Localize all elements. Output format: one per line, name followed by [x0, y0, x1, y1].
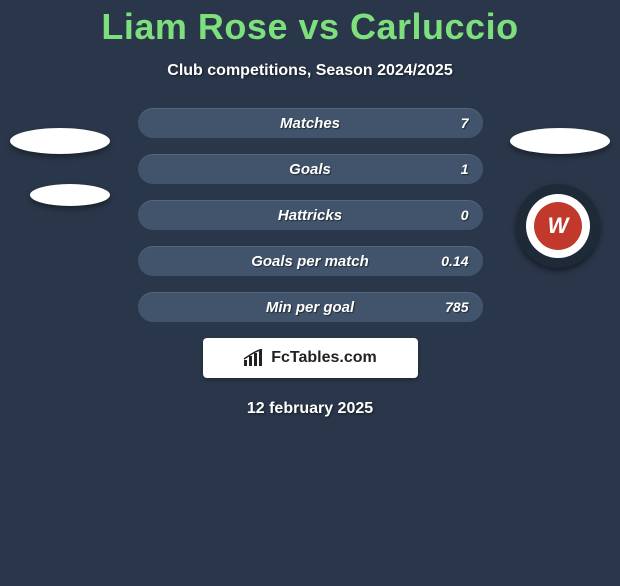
branding-badge[interactable]: FcTables.com	[203, 338, 418, 378]
branding-text: FcTables.com	[271, 349, 377, 367]
stat-row: Min per goal 785	[138, 292, 483, 322]
stat-right-value: 7	[461, 115, 469, 131]
stat-right-value: 1	[461, 161, 469, 177]
chart-icon	[243, 349, 265, 367]
club-badge: W	[516, 184, 600, 268]
stat-right-value: 0	[461, 207, 469, 223]
stat-label: Goals	[289, 161, 331, 178]
stat-row: Hattricks 0	[138, 200, 483, 230]
club-badge-glyph: W	[548, 213, 569, 239]
snapshot-date: 12 february 2025	[0, 400, 620, 418]
left-ellipse-1	[10, 128, 110, 154]
stat-label: Min per goal	[266, 299, 354, 316]
stat-label: Goals per match	[251, 253, 369, 270]
stat-label: Matches	[280, 115, 340, 132]
stat-row: Goals per match 0.14	[138, 246, 483, 276]
stat-label: Hattricks	[278, 207, 342, 224]
stat-right-value: 785	[445, 299, 468, 315]
stat-row: Goals 1	[138, 154, 483, 184]
right-ellipse-1	[510, 128, 610, 154]
stats-table: Matches 7 Goals 1 Hattricks 0 Goals per …	[138, 108, 483, 322]
left-ellipse-2	[30, 184, 110, 206]
stat-right-value: 0.14	[441, 253, 468, 269]
stat-row: Matches 7	[138, 108, 483, 138]
subtitle: Club competitions, Season 2024/2025	[0, 62, 620, 80]
page-title: Liam Rose vs Carluccio	[0, 6, 620, 48]
